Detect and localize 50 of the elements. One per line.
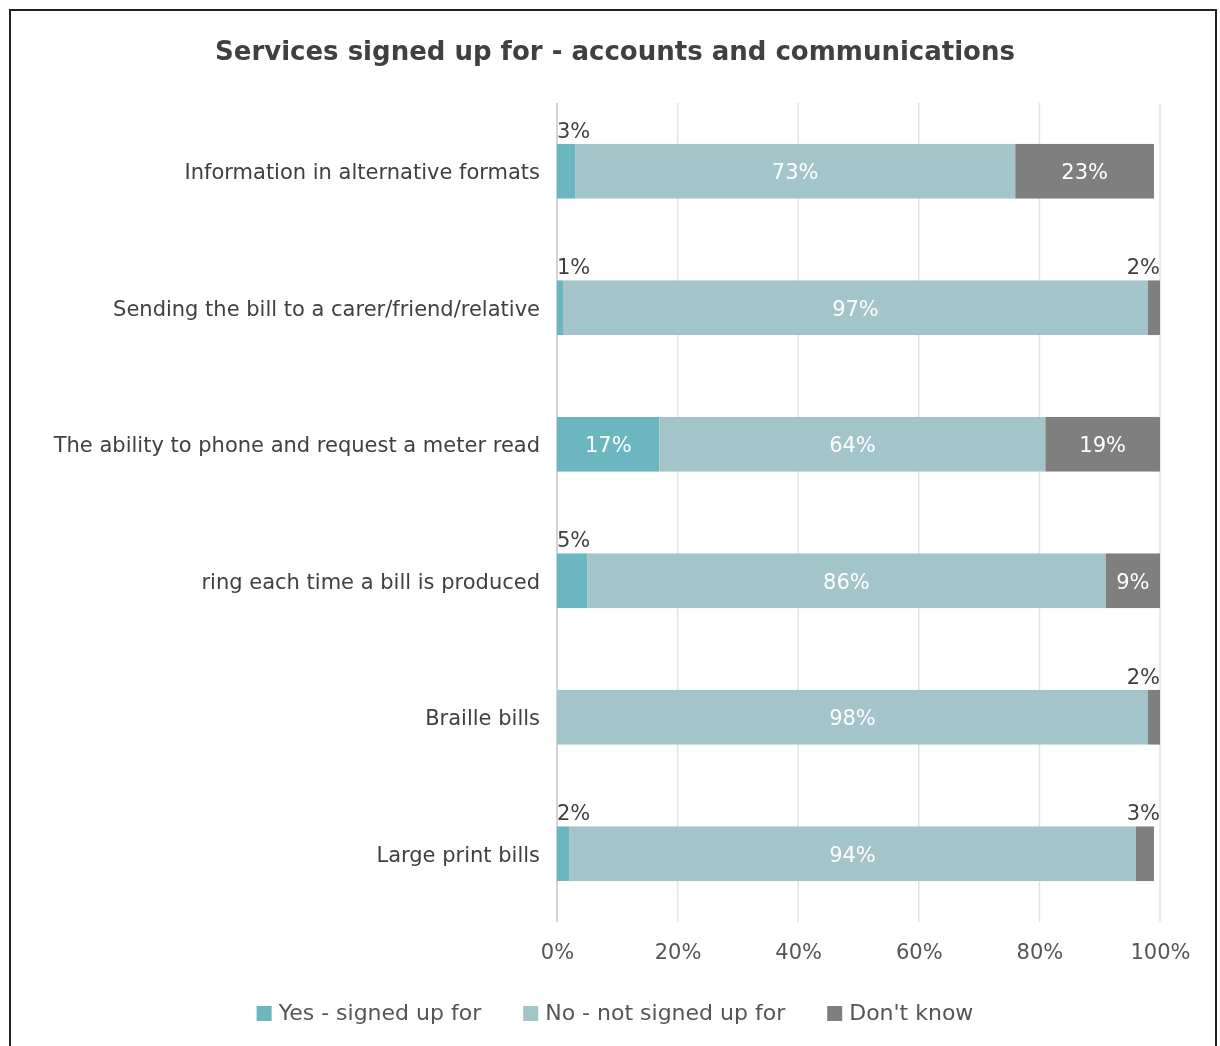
bar (1015, 143, 1154, 199)
data-label: 2% (1126, 255, 1160, 280)
bar (575, 143, 1016, 199)
bar (569, 826, 1136, 882)
data-label: 98% (829, 706, 876, 731)
bar (563, 280, 1148, 336)
chart-title: Services signed up for - accounts and communications (215, 36, 1015, 66)
data-label: 73% (771, 160, 819, 185)
bar (557, 143, 576, 199)
data-label: 9% (1116, 569, 1150, 594)
data-label: 1% (557, 255, 591, 280)
bar (1135, 826, 1154, 882)
x-tick-label: 0% (540, 939, 575, 964)
bar (557, 553, 588, 609)
data-label: 3% (1126, 801, 1160, 826)
y-tick-label: Braille bills (425, 706, 540, 731)
bar (1105, 553, 1160, 609)
legend-label: Yes - signed up for (277, 1000, 483, 1025)
y-tick-label: Large print bills (376, 842, 540, 867)
data-label: 97% (832, 296, 879, 321)
bar (587, 553, 1106, 609)
bar (557, 280, 564, 336)
bar (557, 689, 1148, 745)
x-tick-label: 40% (775, 939, 823, 964)
bar (1147, 689, 1160, 745)
legend-label: No - not signed up for (545, 1000, 787, 1025)
data-label: 2% (557, 801, 591, 826)
x-tick-label: 60% (895, 939, 943, 964)
data-label: 23% (1061, 160, 1108, 185)
y-tick-label: The ability to phone and request a meter read (52, 433, 540, 458)
bar (557, 826, 570, 882)
bar (1147, 280, 1160, 336)
y-tick-label: Sending the bill to a carer/friend/relative (113, 296, 540, 321)
y-tick-label: ring each time a bill is produced (201, 569, 540, 594)
data-label: 3% (557, 118, 591, 143)
y-tick-label: Information in alternative formats (184, 160, 540, 185)
bar (1045, 416, 1160, 472)
data-label: 5% (557, 528, 591, 553)
data-label: 19% (1079, 433, 1127, 458)
x-tick-label: 100% (1130, 939, 1191, 964)
legend-label: Don't know (849, 1000, 974, 1025)
x-tick-label: 20% (654, 939, 702, 964)
data-label: 64% (829, 433, 876, 458)
data-label: 94% (829, 842, 876, 867)
bar (557, 416, 660, 472)
x-tick-label: 80% (1016, 939, 1064, 964)
bar (659, 416, 1046, 472)
data-label: 86% (823, 569, 870, 594)
data-label: 2% (1126, 664, 1160, 689)
data-label: 17% (584, 433, 632, 458)
